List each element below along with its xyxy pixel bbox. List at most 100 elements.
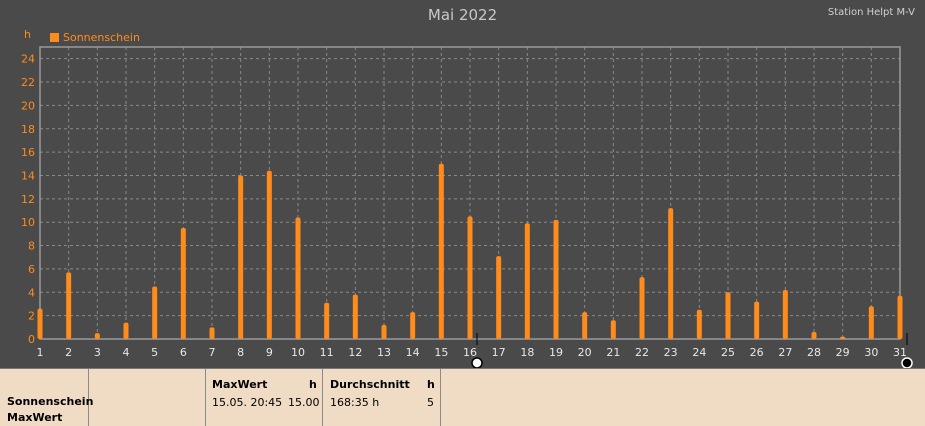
bar [696,309,702,339]
x-tick-label: 20 [578,346,592,359]
bar [381,324,387,339]
x-tick-label: 25 [721,346,735,359]
average-value: 168:35 h [330,396,380,409]
bar [37,308,43,339]
x-tick-label: 10 [291,346,305,359]
y-tick-label: 18 [21,123,35,136]
bar [868,306,874,339]
average-unit: h [427,378,435,391]
bar [754,301,760,339]
max-header: MaxWert [212,378,268,391]
max-value-cell: MaxWert h 15.05. 20:45 15.00 [206,369,323,426]
x-tick-label: 1 [37,346,44,359]
bar [123,322,129,339]
y-tick-label: 14 [21,169,35,182]
bar [524,223,530,339]
x-tick-label: 13 [377,346,391,359]
max-unit: h [309,378,317,391]
y-tick-label: 12 [21,193,35,206]
station-name: Station Helpt M-V [827,7,915,18]
x-tick-label: 24 [692,346,706,359]
y-tick-label: 8 [28,240,35,253]
y-tick-label: 6 [28,263,35,276]
max-value: 15.00 [288,396,320,409]
day-marker-black-circle [901,357,913,368]
row-label-maxwert: MaxWert [7,411,63,424]
bar [582,312,588,339]
bar [324,302,330,339]
bar [668,208,674,339]
y-tick-label: 22 [21,76,35,89]
x-tick-label: 6 [180,346,187,359]
bar [180,228,186,339]
day-marker-white-circle [471,357,483,368]
x-tick-label: 7 [209,346,216,359]
x-tick-label: 5 [151,346,158,359]
bar [238,175,244,339]
y-axis-unit: h [24,28,31,41]
y-tick-label: 20 [21,99,35,112]
bar [639,277,645,339]
bar [553,219,559,339]
chart-title: Mai 2022 [427,6,498,24]
bar [152,286,158,339]
x-tick-label: 31 [893,346,907,359]
y-tick-label: 24 [21,53,35,66]
x-tick-label: 27 [778,346,792,359]
x-tick-label: 11 [320,346,334,359]
y-tick-label: 0 [28,333,35,346]
x-tick-label: 17 [492,346,506,359]
x-tick-label: 28 [807,346,821,359]
x-tick-label: 15 [434,346,448,359]
max-datetime: 15.05. 20:45 [212,396,283,409]
bar [66,272,72,339]
legend-label: Sonnenschein [63,31,140,44]
x-tick-label: 3 [94,346,101,359]
bar [840,336,846,339]
x-tick-label: 16 [463,346,477,359]
chart-panel: 0 2 4 6 8 10 12 14 16 18 20 22 24 1 2 3 4 5 6 7 8 9 10 11 12 13 14… [21,6,915,368]
y-tick-label: 16 [21,146,35,159]
bar [496,256,502,339]
x-tick-label: 22 [635,346,649,359]
legend[interactable]: Sonnenschein [50,31,140,44]
x-tick-label: 18 [520,346,534,359]
x-tick-label: 23 [664,346,678,359]
x-tick-label: 21 [606,346,620,359]
y-tick-label: 4 [28,286,35,299]
bar [897,295,903,339]
bar [266,170,272,339]
y-tick-label: 10 [21,216,35,229]
average-count: 5 [427,396,434,409]
bar [782,289,788,339]
x-tick-label: 4 [123,346,130,359]
bar [811,331,817,339]
legend-swatch [50,33,59,42]
empty-cell [89,369,206,426]
bar [438,163,444,339]
info-panel: Sonnenschein MaxWert MaxWert h 15.05. 20… [0,368,925,426]
x-tick-label: 8 [237,346,244,359]
x-tick-label: 26 [750,346,764,359]
row-label-cell: Sonnenschein MaxWert [0,369,93,426]
x-tick-label: 14 [406,346,420,359]
average-cell: Durchschnitt h 168:35 h 5 [323,369,441,426]
bar [295,217,301,339]
x-tick-label: 2 [65,346,72,359]
bar [209,327,215,339]
x-tick-label: 30 [864,346,878,359]
bar [725,292,731,339]
y-tick-label: 2 [28,310,35,323]
bar [467,216,473,339]
average-header: Durchschnitt [330,378,410,391]
x-tick-label: 12 [348,346,362,359]
bar [94,333,100,339]
bar [410,312,416,339]
x-tick-label: 9 [266,346,273,359]
bar [610,320,616,339]
bar [352,294,358,339]
row-label-sonnenschein: Sonnenschein [7,395,94,408]
x-tick-label: 29 [836,346,850,359]
